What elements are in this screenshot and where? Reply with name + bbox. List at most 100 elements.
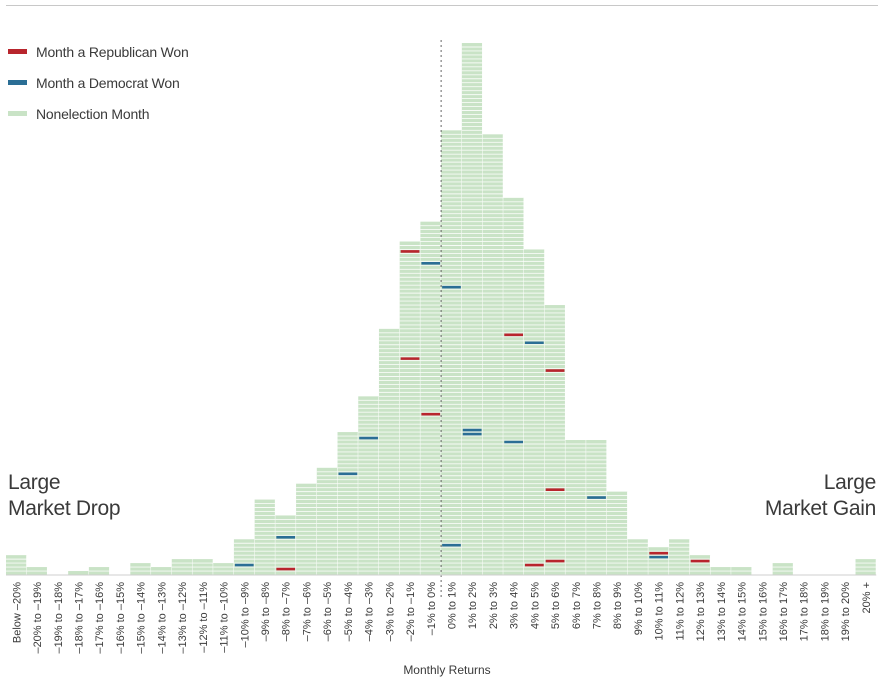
x-tick-label: 17% to 18% xyxy=(799,582,811,642)
x-tick-label: 10% to 11% xyxy=(654,582,666,641)
bar-fill xyxy=(627,539,649,575)
bar xyxy=(441,130,463,576)
bar xyxy=(689,555,711,575)
bar xyxy=(731,567,753,575)
bar xyxy=(544,305,566,575)
bar xyxy=(296,483,318,575)
bar-fill xyxy=(275,515,297,575)
bar xyxy=(337,432,359,575)
legend-item-democrat: Month a Democrat Won xyxy=(8,67,189,98)
bar-fill xyxy=(316,467,338,575)
x-tick-label: –1% to 0% xyxy=(426,582,438,635)
x-tick-label: –18% to –17% xyxy=(74,582,86,654)
bar xyxy=(151,567,173,575)
legend-swatch-republican xyxy=(8,49,27,54)
bar xyxy=(358,396,380,575)
x-axis-title: Monthly Returns xyxy=(403,663,491,677)
bar-fill xyxy=(6,555,27,575)
x-tick-label: –11% to –10% xyxy=(219,582,231,653)
top-rule xyxy=(6,5,878,6)
bar xyxy=(503,197,525,575)
large-market-drop-label: Large Market Drop xyxy=(8,470,121,522)
legend-item-republican: Month a Republican Won xyxy=(8,36,189,67)
x-tick-label: 6% to 7% xyxy=(571,582,583,629)
bar xyxy=(192,559,214,575)
x-tick-label: –6% to –5% xyxy=(322,582,334,642)
x-tick-label: –17% to –16% xyxy=(94,582,106,654)
bar xyxy=(26,567,48,575)
x-tick-label: –13% to –12% xyxy=(177,582,189,654)
x-tick-label: 12% to 13% xyxy=(695,582,707,642)
bar xyxy=(482,134,504,575)
bar xyxy=(130,563,152,575)
x-tick-label: 19% to 20% xyxy=(840,582,852,642)
x-tick-label: 7% to 8% xyxy=(592,582,604,629)
bar xyxy=(565,440,587,575)
bar xyxy=(855,559,877,575)
x-tick-label: –3% to –2% xyxy=(384,582,396,642)
bar-fill xyxy=(503,197,524,575)
left-label-line1: Large xyxy=(8,471,61,494)
bar xyxy=(316,467,339,575)
x-tick-label: –5% to –4% xyxy=(343,582,355,642)
x-tick-label: –4% to –3% xyxy=(364,582,376,642)
x-tick-label: 11% to 12% xyxy=(674,582,686,641)
x-tick-label: –8% to –7% xyxy=(281,582,293,642)
bar-fill xyxy=(606,491,628,575)
x-tick-label: 16% to 17% xyxy=(778,582,790,642)
x-tick-label: –15% to –14% xyxy=(136,582,148,654)
bar xyxy=(68,571,90,575)
x-tick-label: 4% to 5% xyxy=(529,582,541,629)
x-tick-label: Below –20% xyxy=(11,582,23,643)
x-tick-label: –14% to –13% xyxy=(156,582,168,654)
bar xyxy=(648,547,670,575)
x-tick-label: 5% to 6% xyxy=(550,582,562,629)
bar xyxy=(710,567,732,575)
bar-fill xyxy=(233,539,255,575)
x-tick-label: –9% to –8% xyxy=(260,582,272,642)
x-tick-label: 1% to 2% xyxy=(467,582,479,629)
bar xyxy=(213,563,235,575)
left-label-line2: Market Drop xyxy=(8,497,121,520)
x-tick-label: –16% to –15% xyxy=(115,582,127,654)
legend-swatch-democrat xyxy=(8,80,27,85)
bar xyxy=(524,249,546,575)
bar-fill xyxy=(213,563,234,575)
bar xyxy=(378,328,401,575)
x-tick-label: 3% to 4% xyxy=(509,582,521,629)
large-market-gain-label: Large Market Gain xyxy=(765,470,876,522)
x-tick-label: –20% to –19% xyxy=(32,582,44,654)
bar xyxy=(606,491,629,575)
bar-fill xyxy=(358,396,379,575)
bar-fill xyxy=(689,555,711,575)
bar xyxy=(399,241,421,575)
x-tick-label: 15% to 16% xyxy=(757,582,769,642)
x-tick-label: 13% to 14% xyxy=(716,582,728,642)
bar-fill xyxy=(482,134,504,575)
bar-fill xyxy=(254,499,276,575)
bar-fill xyxy=(669,539,690,575)
bar xyxy=(171,559,193,575)
bar-fill xyxy=(772,563,794,575)
bar-fill xyxy=(68,571,89,575)
legend-swatch-nonelection xyxy=(8,111,27,116)
bar xyxy=(6,555,28,575)
x-tick-label: –12% to –11% xyxy=(198,582,210,653)
x-tick-label: 20% + xyxy=(861,582,873,614)
bar xyxy=(233,539,256,575)
x-tick-label: 14% to 15% xyxy=(737,582,749,642)
bar xyxy=(627,539,649,575)
x-tick-label: 18% to 19% xyxy=(819,582,831,642)
bar xyxy=(461,43,484,575)
legend-label-republican: Month a Republican Won xyxy=(36,43,189,60)
x-tick-label: 9% to 10% xyxy=(633,582,645,635)
bar-fill xyxy=(296,483,317,575)
x-tick-label: –7% to –6% xyxy=(301,582,313,642)
bar xyxy=(420,221,442,576)
bar xyxy=(275,515,297,575)
right-label-line2: Market Gain xyxy=(764,497,876,520)
x-tick-label: –19% to –18% xyxy=(53,582,65,654)
bar-fill xyxy=(130,563,152,575)
bar xyxy=(669,539,691,575)
